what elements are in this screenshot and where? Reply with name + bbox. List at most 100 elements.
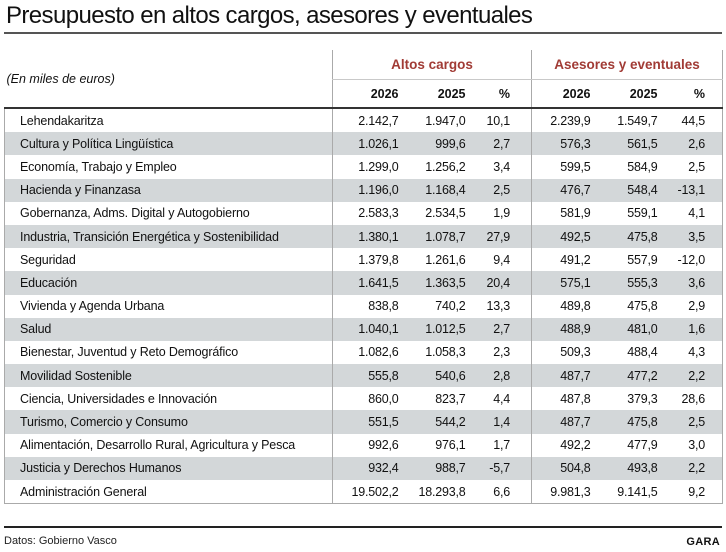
cell-value: 6,6 — [465, 480, 532, 505]
cell-value: 2,5 — [465, 178, 532, 202]
cell-value: 551,5 — [332, 410, 399, 434]
cell-value: 2,2 — [657, 364, 723, 388]
budget-table: (En miles de euros) Altos cargos Asesore… — [4, 50, 723, 505]
row-label: Salud — [4, 317, 333, 341]
table-row: Movilidad Sostenible 555,8 540,6 2,8 487,7 47… — [4, 364, 723, 388]
cell-value: 476,7 — [531, 178, 591, 202]
cell-value: 4,4 — [493, 391, 510, 406]
group-header-altos-cargos: Altos cargos — [332, 50, 532, 80]
cell-value: 2,5 — [657, 155, 723, 179]
cell-value: 1.549,7 — [617, 113, 658, 128]
cell-value: 1,7 — [493, 438, 510, 453]
table-row: Industria, Transición Energética y Soste… — [4, 224, 723, 249]
cell-value: 19.502,2 — [332, 480, 399, 505]
cell-value: 599,5 — [531, 155, 591, 179]
cell-value: 581,9 — [531, 201, 591, 225]
cell-value: 475,8 — [590, 410, 658, 434]
cell-value: -5,7 — [465, 456, 532, 480]
title-divider — [4, 32, 722, 34]
source-note: Datos: Gobierno Vasco — [4, 535, 117, 547]
footer-divider — [4, 526, 722, 528]
cell-value: 488,9 — [531, 317, 591, 341]
cell-value: 4,3 — [657, 340, 723, 365]
row-label: Turismo, Comercio y Consumo — [4, 410, 333, 434]
cell-value: 3,5 — [657, 224, 723, 249]
cell-value: 976,1 — [435, 438, 466, 453]
cell-value: 3,4 — [493, 159, 510, 174]
cell-value: -13,1 — [657, 178, 723, 202]
cell-value: 18.293,8 — [398, 480, 466, 505]
page-title: Presupuesto en altos cargos, asesores y … — [6, 2, 533, 29]
row-label: Alimentación, Desarrollo Rural, Agricult… — [4, 433, 333, 457]
cell-value: 559,1 — [627, 206, 658, 221]
cell-value: 1,4 — [465, 410, 532, 434]
units-note: (En miles de euros) — [4, 50, 333, 109]
cell-value: 575,1 — [531, 271, 591, 295]
cell-value: 2,9 — [657, 294, 723, 318]
cell-value: 1.379,8 — [332, 248, 399, 272]
cell-value: 487,7 — [531, 410, 591, 434]
cell-value: 475,8 — [627, 299, 658, 314]
table-row: Economía, Trabajo y Empleo 1.299,0 1.256,2… — [4, 155, 723, 179]
table-row: Vivienda y Agenda Urbana 838,8 740,2 13,3 48… — [4, 294, 723, 318]
row-label: Industria, Transición Energética y Soste… — [4, 224, 333, 249]
table-row: Hacienda y Finanzasa 1.196,0 1.168,4 2,5 476… — [4, 178, 723, 202]
row-label: Cultura y Política Lingüística — [4, 132, 333, 156]
column-header: 2026 — [332, 79, 399, 109]
cell-value: 3,0 — [657, 433, 723, 457]
cell-value: 2,7 — [465, 317, 532, 341]
cell-value: 2,3 — [493, 345, 510, 360]
cell-value: 477,2 — [590, 364, 658, 388]
cell-value: 487,8 — [531, 387, 591, 411]
cell-value: 561,5 — [590, 132, 658, 156]
cell-value: 504,8 — [531, 456, 591, 480]
row-label: Hacienda y Finanzasa — [4, 178, 333, 202]
table-row: Lehendakaritza 2.142,7 1.947,0 10,1 2.239,9 1… — [4, 108, 723, 133]
cell-value: 540,6 — [398, 364, 466, 388]
cell-value: 2.534,5 — [425, 206, 466, 221]
cell-value: 4,1 — [657, 201, 723, 225]
cell-value: 2,7 — [465, 132, 532, 156]
cell-value: 2,5 — [657, 410, 723, 434]
cell-value: 576,3 — [531, 132, 591, 156]
cell-value: 557,9 — [627, 252, 658, 267]
cell-value: 1.641,5 — [332, 271, 399, 295]
cell-value: 2,6 — [657, 132, 723, 156]
cell-value: 584,9 — [627, 159, 658, 174]
cell-value: 2.583,3 — [332, 201, 399, 225]
cell-value: 838,8 — [332, 294, 399, 318]
cell-value: 492,2 — [531, 433, 591, 457]
row-label: Bienestar, Juventud y Reto Demográfico — [4, 340, 333, 365]
table-row: Ciencia, Universidades e Innovación 860,0… — [4, 387, 723, 411]
cell-value: 548,4 — [590, 178, 658, 202]
column-header: 2026 — [531, 79, 591, 109]
cell-value: 988,7 — [398, 456, 466, 480]
cell-value: 489,8 — [531, 294, 591, 318]
table-row: Seguridad 1.379,8 1.261,6 9,4 491,2 557,9 -12,… — [4, 248, 723, 272]
cell-value: 379,3 — [627, 391, 658, 406]
cell-value: 555,3 — [590, 271, 658, 295]
cell-value: 27,9 — [465, 224, 532, 249]
table-row: Salud 1.040,1 1.012,5 2,7 488,9 481,0 1,6 — [4, 317, 723, 341]
cell-value: 1.196,0 — [332, 178, 399, 202]
table-row: Cultura y Política Lingüística 1.026,1 999… — [4, 132, 723, 156]
cell-value: 509,3 — [531, 340, 591, 365]
cell-value: 1.261,6 — [425, 252, 466, 267]
cell-value: 992,6 — [332, 433, 399, 457]
cell-value: 1.380,1 — [332, 224, 399, 249]
cell-value: 932,4 — [332, 456, 399, 480]
group-header-asesores: Asesores y eventuales — [531, 50, 723, 80]
row-label: Movilidad Sostenible — [4, 364, 333, 388]
cell-value: 2,8 — [465, 364, 532, 388]
cell-value: 9,4 — [493, 252, 510, 267]
row-label: Economía, Trabajo y Empleo — [4, 155, 333, 179]
gara-logo: GARA — [686, 536, 720, 548]
cell-value: 1.012,5 — [398, 317, 466, 341]
table-row: Administración General 19.502,2 18.293,8 6,… — [4, 480, 723, 505]
table-row: Gobernanza, Adms. Digital y Autogobierno… — [4, 201, 723, 225]
cell-value: 544,2 — [398, 410, 466, 434]
cell-value: 1.040,1 — [332, 317, 399, 341]
cell-value: 2,2 — [657, 456, 723, 480]
cell-value: 1.363,5 — [398, 271, 466, 295]
cell-value: 9.981,3 — [531, 480, 591, 505]
